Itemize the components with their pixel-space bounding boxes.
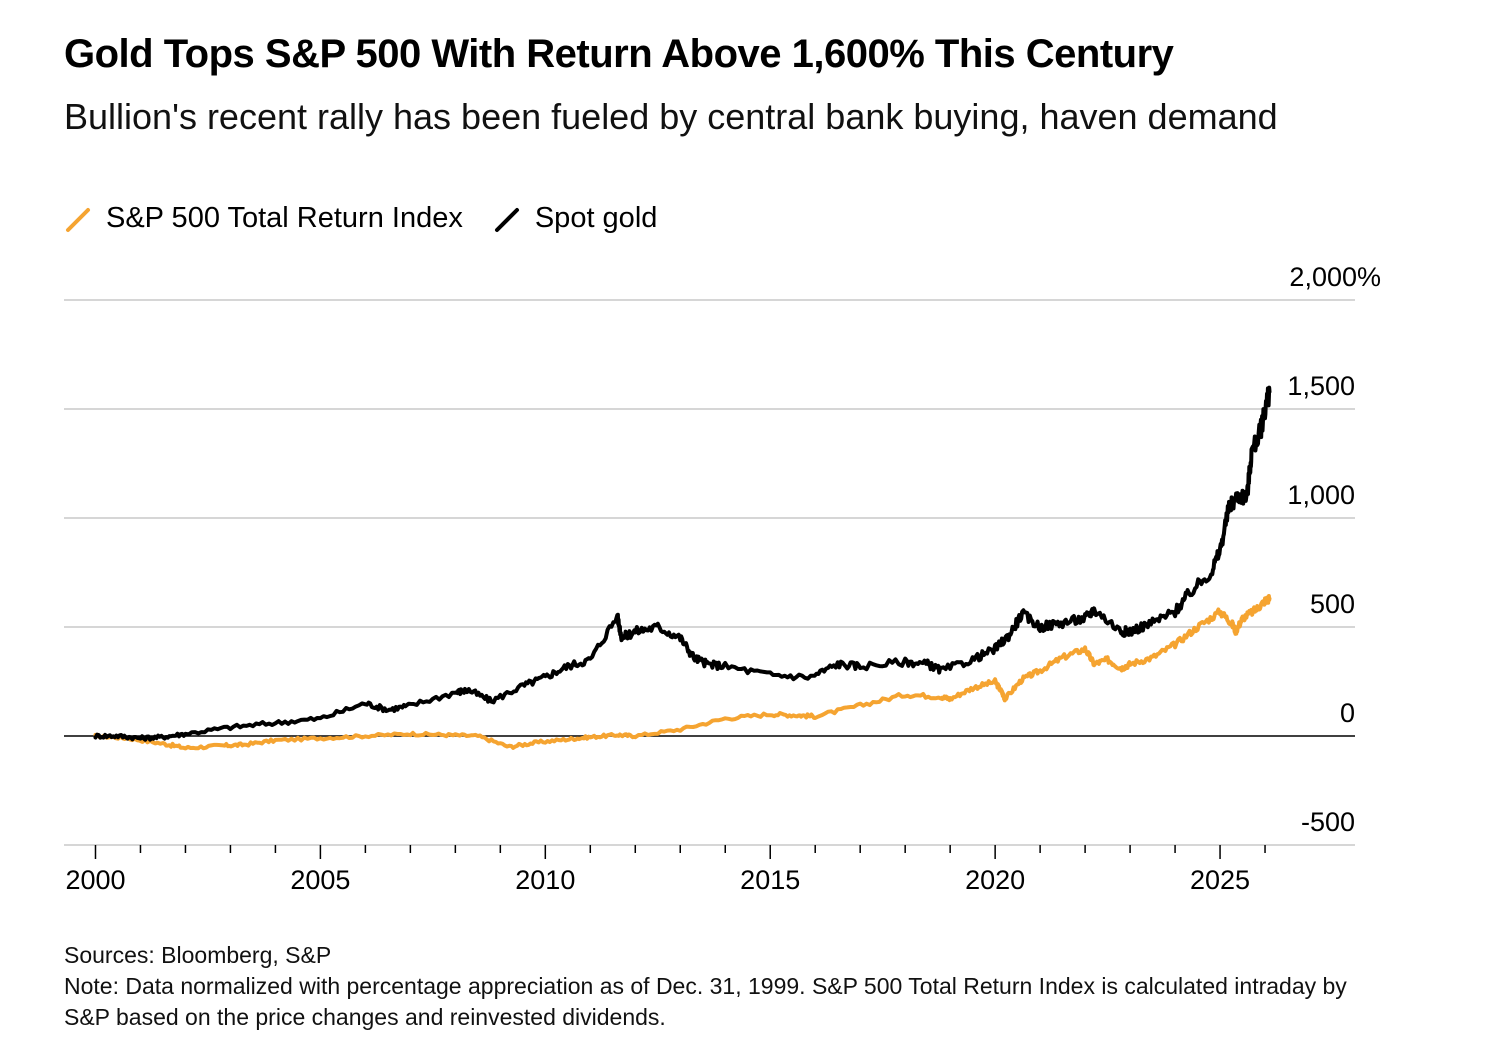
legend-label-gold: Spot gold	[534, 202, 658, 234]
y-tick-label: 1,500	[1287, 371, 1355, 401]
legend-swatch-sp500	[66, 207, 90, 232]
y-tick-label: 1,000	[1287, 480, 1355, 510]
line-chart: 2,000% 1,500 1,000 500 0 -500 2000 2005 2010 2015…	[64, 262, 1381, 895]
x-tick-label: 2020	[965, 865, 1025, 895]
y-tick-label: 500	[1310, 589, 1355, 619]
legend-swatch-gold	[494, 207, 519, 232]
legend-item-sp500: S&P 500 Total Return Index	[64, 202, 463, 235]
x-tick-label: 2005	[290, 865, 350, 895]
chart-legend: S&P 500 Total Return Index Spot gold	[64, 202, 687, 235]
series-line-gold	[93, 385, 1272, 742]
y-tick-label: 0	[1340, 698, 1355, 728]
chart-subtitle: Bullion's recent rally has been fueled b…	[64, 96, 1278, 137]
series-line-sp500	[93, 594, 1272, 751]
x-tick-label: 2015	[740, 865, 800, 895]
legend-item-gold: Spot gold	[493, 202, 658, 235]
x-tick-label: 2025	[1190, 865, 1250, 895]
legend-label-sp500: S&P 500 Total Return Index	[106, 202, 463, 234]
x-tick-label: 2010	[515, 865, 575, 895]
x-tick-label: 2000	[65, 865, 125, 895]
sources-text: Sources: Bloomberg, S&P	[64, 942, 332, 968]
chart-footer: Sources: Bloomberg, S&P Note: Data norma…	[64, 940, 1364, 1033]
y-tick-label: -500	[1301, 807, 1355, 837]
y-tick-label: 2,000%	[1289, 262, 1381, 292]
note-text: Note: Data normalized with percentage ap…	[64, 973, 1347, 1030]
chart-title: Gold Tops S&P 500 With Return Above 1,60…	[64, 32, 1174, 76]
